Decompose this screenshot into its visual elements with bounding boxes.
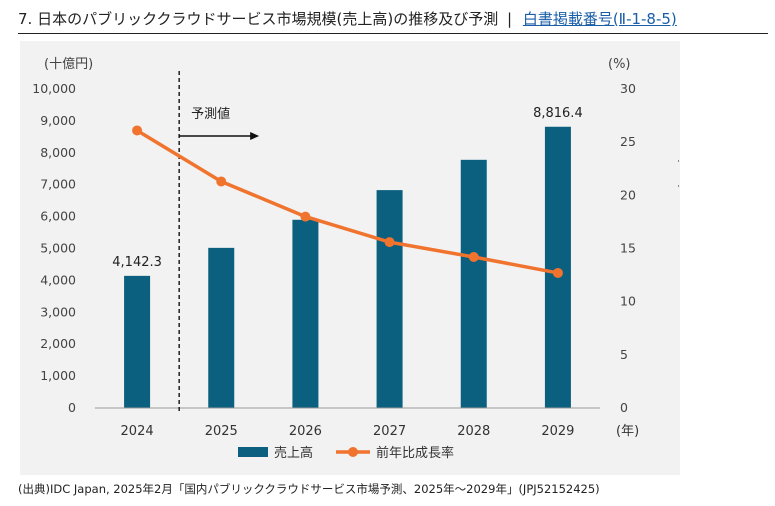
chart-heading: 7. 日本のパブリッククラウドサービス市場規模(売上高)の推移及び予測 | 白書… [18, 6, 768, 34]
source-note: (出典)IDC Japan, 2025年2月「国内パブリッククラウドサービス市場… [18, 482, 600, 496]
legend-swatch-point [348, 447, 358, 457]
x-axis-tick-label: 2024 [121, 424, 154, 439]
forecast-label: 予測値 [191, 106, 230, 122]
left-axis-tick-label: 6,000 [40, 209, 76, 224]
x-axis-tick-label: 2027 [373, 424, 406, 439]
growth-rate-line [136, 128, 559, 275]
x-axis-tick-label: 2025 [205, 424, 238, 439]
left-axis-tick-label: 10,000 [32, 81, 76, 96]
right-axis-tick-label: 5 [620, 347, 628, 362]
growth-rate-point-2027 [384, 237, 395, 248]
bar-2026 [292, 219, 319, 408]
left-axis-tick-label: 9,000 [40, 113, 76, 128]
left-axis-tick-label: 5,000 [40, 241, 76, 256]
right-axis-tick-label: 25 [620, 134, 636, 149]
right-axis-tick-label: 30 [620, 81, 636, 96]
legend-label-bar: 売上高 [274, 445, 313, 461]
right-axis-tick-label: 0 [620, 400, 628, 415]
divider-mark [678, 160, 679, 162]
legend-swatch-bar [238, 447, 268, 457]
growth-rate-point-2024 [132, 125, 143, 136]
left-axis-tick-label: 2,000 [40, 336, 76, 351]
right-axis-tick-label: 10 [620, 294, 636, 309]
bar-2025 [208, 247, 235, 408]
data-label-2029: 8,816.4 [533, 106, 583, 121]
legend-label-line: 前年比成長率 [376, 445, 454, 461]
left-axis-tick-label: 3,000 [40, 304, 76, 319]
left-axis-tick-label: 7,000 [40, 177, 76, 192]
x-axis-tick-label: 2026 [289, 424, 322, 439]
left-axis-tick-label: 0 [68, 400, 76, 415]
bar-2028 [460, 159, 487, 408]
forecast-arrow-head [250, 132, 260, 140]
growth-rate-point-2026 [300, 211, 311, 222]
x-axis-tick-label: 2028 [457, 424, 490, 439]
left-axis-tick-label: 4,000 [40, 272, 76, 287]
x-axis-tick-label: 2029 [541, 424, 574, 439]
growth-rate-point-2025 [216, 176, 227, 187]
bar-2024 [124, 275, 151, 408]
left-axis-unit-label: (十億円) [44, 56, 93, 72]
growth-rate-point-2029 [552, 267, 563, 278]
chart-svg: 0 1,000 2,000 3,000 4,000 5,000 6,000 7,000 8,00… [32, 56, 639, 461]
left-axis-tick-label: 1,000 [40, 368, 76, 383]
heading-separator: | [506, 10, 513, 28]
right-axis-unit-label: (%) [608, 57, 631, 72]
heading-title: 日本のパブリッククラウドサービス市場規模(売上高)の推移及び予測 [37, 10, 499, 28]
chart-area: 0 1,000 2,000 3,000 4,000 5,000 6,000 7,000 8,00… [20, 41, 680, 475]
x-axis-unit-label: (年) [616, 424, 639, 439]
right-axis-tick-label: 15 [620, 241, 636, 256]
left-axis-tick-label: 8,000 [40, 145, 76, 160]
growth-rate-point-2028 [468, 252, 479, 263]
whitepaper-reference-link[interactable]: 白書掲載番号(Ⅱ-1-8-5) [522, 10, 677, 28]
bar-2029 [544, 126, 571, 409]
heading-number: 7. [18, 10, 33, 28]
divider-mark [678, 185, 679, 187]
bar-2027 [376, 190, 403, 408]
data-label-2024: 4,142.3 [112, 255, 162, 270]
right-axis-tick-label: 20 [620, 187, 636, 202]
